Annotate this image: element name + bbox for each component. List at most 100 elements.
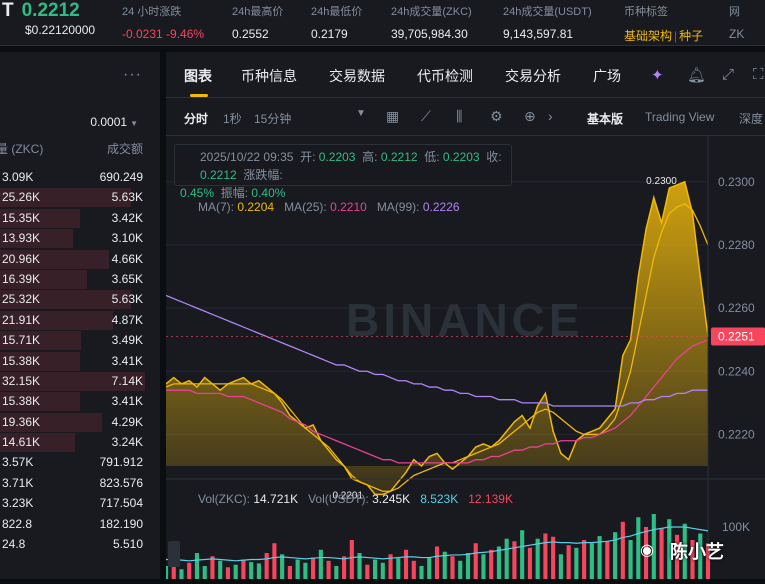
volume-bar bbox=[620, 521, 625, 579]
tab-trade-analysis[interactable]: 交易分析 bbox=[505, 68, 561, 84]
orderbook-row[interactable]: 32.15K 7.14K bbox=[0, 371, 160, 391]
row-amount: 3.57K bbox=[2, 455, 34, 470]
volume-bar bbox=[280, 554, 285, 579]
orderbook-row[interactable]: 19.36K 4.29K bbox=[0, 412, 160, 432]
ohlc-close: 0.2212 bbox=[200, 168, 237, 182]
stat-value: 9,143,597.81 bbox=[503, 27, 574, 41]
volume-bar bbox=[179, 569, 184, 579]
stat-value: 39,705,984.30 bbox=[391, 27, 468, 41]
volume-bar bbox=[249, 562, 254, 579]
row-total: 3.24K bbox=[111, 435, 143, 450]
calendar-icon[interactable]: ▦ bbox=[386, 108, 400, 124]
bell-icon[interactable]: 🔔︎ bbox=[687, 67, 707, 84]
orderbook-row[interactable]: 20.96K 4.66K bbox=[0, 249, 160, 269]
row-total: 717.504 bbox=[99, 496, 143, 511]
view-basic[interactable]: 基本版 bbox=[587, 112, 624, 126]
ohlc-open: 0.2203 bbox=[318, 150, 356, 164]
depth-bar bbox=[0, 290, 131, 310]
indicator-icon[interactable]: ⟋ bbox=[421, 108, 431, 124]
interval-dropdown-icon[interactable]: ▼ bbox=[356, 108, 366, 119]
depth-bar bbox=[0, 229, 73, 249]
volume-bar bbox=[674, 534, 680, 579]
price-chart[interactable]: BINANCE 0.2300 0.2201 0.2300 0.2280 0.2260 0.2… bbox=[163, 136, 765, 579]
tab-square[interactable]: 广场 bbox=[593, 68, 621, 84]
expand-icon[interactable]: ⤢ bbox=[722, 66, 735, 83]
ohlc-change-label: 涨跌幅: bbox=[243, 168, 283, 182]
row-amount: 25.32K bbox=[2, 292, 41, 307]
volume-bar bbox=[326, 560, 331, 579]
view-tradingview[interactable]: Trading View bbox=[645, 110, 715, 124]
orderbook-row[interactable]: 16.39K 3.65K bbox=[0, 269, 160, 289]
vol-quote-value: 3.245K bbox=[372, 492, 411, 506]
fullscreen-icon[interactable]: ⛶ bbox=[753, 66, 764, 83]
row-total: 823.576 bbox=[99, 475, 143, 490]
chevron-right-icon[interactable]: › bbox=[548, 108, 553, 124]
scroll-handle bbox=[168, 541, 180, 567]
stat-label: 24h最低价 bbox=[311, 6, 363, 18]
row-amount: 21.91K bbox=[2, 312, 41, 327]
interval-time[interactable]: 分时 bbox=[184, 112, 209, 126]
orderbook-row[interactable]: 822.8 182.190 bbox=[0, 514, 160, 534]
col-amount-header: 量 (ZKC) bbox=[0, 142, 44, 156]
tag-infrastructure[interactable]: 基础架构 bbox=[624, 29, 673, 43]
chart-canvas[interactable]: BINANCE 0.2300 0.2201 0.2300 0.2280 0.2260 0.2… bbox=[163, 136, 765, 579]
orderbook-row[interactable]: 13.93K 3.10K bbox=[0, 228, 160, 249]
tag-seed[interactable]: 种子 bbox=[679, 29, 704, 43]
volume-bar bbox=[613, 532, 618, 579]
row-amount: 15.71K bbox=[2, 333, 41, 348]
volume-bar bbox=[520, 530, 525, 579]
volume-bar bbox=[202, 566, 207, 579]
volume-bar bbox=[403, 549, 409, 579]
orderbook-row[interactable]: 21.91K 4.87K bbox=[0, 310, 160, 330]
tab-chart[interactable]: 图表 bbox=[184, 68, 212, 84]
row-amount: 822.8 bbox=[2, 516, 33, 531]
row-amount: 3.09K bbox=[2, 170, 34, 184]
orderbook-row[interactable]: 3.09K 690.249 bbox=[0, 167, 160, 187]
orderbook-row[interactable]: 3.23K 717.504 bbox=[0, 493, 160, 513]
volume-bar bbox=[194, 553, 200, 579]
volume-bar bbox=[667, 519, 672, 579]
orderbook-row[interactable]: 15.35K 3.42K bbox=[0, 208, 160, 228]
orderbook-row[interactable]: 3.57K 791.912 bbox=[0, 452, 160, 472]
row-amount: 14.61K bbox=[2, 435, 41, 450]
tab-coin-info[interactable]: 币种信息 bbox=[241, 68, 297, 84]
stat-label: 网 bbox=[729, 6, 740, 18]
vol-base-label: Vol(ZKC): bbox=[198, 492, 251, 506]
volume-bar bbox=[605, 541, 610, 579]
stat-24h-low: 24h最低价 0.2179 bbox=[311, 3, 362, 41]
volume-bar bbox=[427, 557, 432, 579]
precision-select[interactable]: 0.0001 ▼ bbox=[90, 115, 138, 129]
orderbook-row[interactable]: 24.8 5.510 bbox=[0, 534, 160, 554]
volume-bar bbox=[187, 562, 192, 579]
drawing-tools-icon[interactable]: ⊕ bbox=[524, 108, 536, 124]
view-depth[interactable]: 深度 bbox=[739, 112, 764, 126]
candle-type-icon[interactable]: ⫼ bbox=[456, 108, 463, 124]
orderbook-row[interactable]: 3.71K 823.576 bbox=[0, 473, 160, 493]
orderbook-row[interactable]: 25.32K 5.63K bbox=[0, 289, 160, 310]
vol-quote-label: Vol(USDT): bbox=[308, 492, 369, 506]
tab-token-check[interactable]: 代币检测 bbox=[417, 68, 473, 84]
volume-bar bbox=[256, 563, 261, 579]
settings-icon[interactable]: ⚙ bbox=[490, 108, 503, 124]
volume-bar bbox=[233, 564, 238, 579]
tab-trade-data[interactable]: 交易数据 bbox=[329, 68, 385, 84]
interval-15m[interactable]: 15分钟 bbox=[254, 112, 292, 126]
row-total: 690.249 bbox=[99, 170, 143, 184]
orderbook-row[interactable]: 15.38K 3.41K bbox=[0, 391, 160, 412]
interval-1s[interactable]: 1秒 bbox=[223, 112, 242, 126]
orderbook-row[interactable]: 25.26K 5.63K bbox=[0, 187, 160, 208]
precision-value: 0.0001 bbox=[90, 115, 128, 129]
more-icon[interactable]: ··· bbox=[123, 66, 142, 83]
orderbook-row[interactable]: 14.61K 3.24K bbox=[0, 432, 160, 453]
ai-sparkle-icon[interactable]: ✦ bbox=[651, 67, 664, 84]
row-amount: 3.71K bbox=[2, 475, 34, 490]
vol-ma1-value: 8.523K bbox=[420, 492, 459, 506]
ohlc-open-label: 开: bbox=[300, 150, 316, 164]
pair-name[interactable]: T bbox=[2, 0, 14, 21]
orderbook-row[interactable]: 15.71K 3.49K bbox=[0, 330, 160, 351]
chart-panel: 图表 币种信息 交易数据 代币检测 交易分析 广场 ✦ 🔔︎ ⤢ ⛶ 分时 1秒… bbox=[163, 52, 765, 579]
volume-bar bbox=[543, 533, 548, 579]
stat-label: 24h成交量(ZKC) bbox=[391, 6, 472, 18]
volume-bar bbox=[171, 559, 176, 579]
orderbook-row[interactable]: 15.38K 3.41K bbox=[0, 351, 160, 371]
